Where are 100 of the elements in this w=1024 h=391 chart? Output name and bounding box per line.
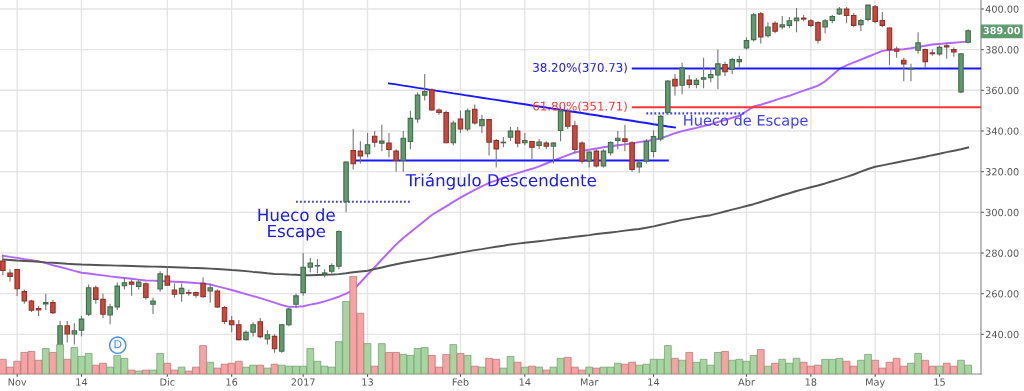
candlestick	[793, 7, 800, 33]
x-tick-label: Mar	[580, 378, 599, 386]
bar	[177, 366, 186, 374]
candlestick	[679, 62, 685, 95]
candlestick	[615, 130, 621, 150]
candlestick	[71, 322, 78, 346]
bar	[678, 359, 686, 374]
bar	[771, 362, 779, 374]
x-tick-label: 15	[934, 378, 945, 386]
bar	[363, 343, 372, 374]
candlestick	[386, 132, 392, 158]
x-tick-label: 14	[648, 378, 660, 386]
ref-line-label: 38.20%(370.73)	[533, 62, 627, 74]
candlestick	[400, 130, 407, 173]
candlestick	[350, 128, 356, 171]
bar	[206, 361, 214, 374]
bar	[471, 365, 479, 374]
bar	[585, 366, 593, 374]
ref-line-label: 61.80%(351.71)	[533, 101, 627, 112]
bar	[134, 370, 143, 374]
bar	[63, 358, 71, 374]
line-series	[1, 146, 970, 277]
y-tick-label: 240.00	[985, 330, 1019, 339]
candlestick	[479, 114, 485, 134]
bar	[263, 367, 272, 374]
candlestick	[0, 254, 6, 276]
bar	[270, 363, 279, 374]
bar	[127, 369, 136, 374]
x-tick-label: May	[866, 378, 885, 388]
annotation: D	[114, 340, 122, 349]
candlestick	[600, 148, 607, 169]
y-tick-label: 340.00	[985, 127, 1019, 135]
candlestick	[908, 63, 914, 82]
bar	[764, 365, 772, 374]
candlestick	[464, 108, 471, 132]
x-tick-label: 13	[362, 378, 373, 386]
x-tick-label: Nov	[8, 378, 27, 386]
candlestick	[529, 140, 535, 160]
candlestick	[364, 132, 371, 158]
candlestick	[414, 91, 421, 124]
x-tick-label: Abr	[738, 378, 755, 386]
bar	[463, 355, 472, 374]
candlestick	[457, 110, 464, 134]
y-tick-label: 380.00	[985, 46, 1019, 54]
y-tick-label: 280.00	[985, 249, 1019, 257]
candlestick	[471, 103, 478, 126]
candlestick	[150, 297, 156, 315]
bar	[528, 365, 536, 374]
y-tick-label: 300.00	[985, 208, 1019, 217]
candlestick	[550, 141, 557, 165]
candlestick	[700, 57, 707, 89]
candlestick	[357, 140, 364, 165]
x-tick-label: 2017	[291, 378, 315, 386]
candlestick	[450, 120, 457, 146]
candlestick	[672, 73, 678, 96]
bar	[142, 369, 150, 374]
bar	[685, 352, 694, 374]
candlestick	[657, 114, 664, 142]
candlestick	[221, 305, 228, 325]
candlestick	[257, 317, 264, 339]
x-tick-label: Feb	[452, 378, 469, 386]
bar	[378, 343, 386, 374]
bar	[456, 353, 465, 374]
line-series	[388, 82, 676, 129]
bar	[592, 367, 601, 374]
candlestick	[858, 18, 864, 32]
x-tick-label: 14	[519, 378, 531, 386]
candlestick	[78, 315, 85, 337]
candlestick	[650, 129, 657, 158]
text: 389.00	[983, 26, 1021, 35]
candlestick	[164, 265, 171, 287]
candlestick	[536, 138, 542, 150]
candlestick	[379, 124, 385, 152]
bar	[478, 366, 486, 374]
bar	[542, 369, 551, 374]
bar	[721, 351, 729, 374]
candlestick	[207, 282, 213, 304]
bar	[449, 344, 458, 374]
bar	[757, 349, 765, 374]
candlestick	[593, 148, 600, 169]
y-tick-label: 400.00	[985, 5, 1019, 13]
bar	[49, 352, 57, 374]
x-tick-label: Dic	[160, 378, 175, 386]
candlestick	[157, 270, 163, 293]
candlestick	[514, 126, 521, 148]
candlestick	[622, 124, 628, 152]
bar	[370, 365, 379, 374]
bar	[671, 357, 679, 374]
bar	[256, 364, 265, 374]
x-tick-label: 16	[226, 378, 238, 386]
bar	[42, 348, 50, 374]
candlestick	[407, 110, 414, 150]
candlestick	[901, 57, 907, 82]
x-tick-label: 14	[76, 378, 88, 386]
bar	[535, 366, 543, 374]
candlestick	[643, 138, 650, 165]
bar	[521, 366, 529, 374]
x-tick-label: 18	[805, 378, 817, 386]
bar	[935, 365, 944, 374]
annotation: Hueco de Escape	[258, 208, 335, 241]
